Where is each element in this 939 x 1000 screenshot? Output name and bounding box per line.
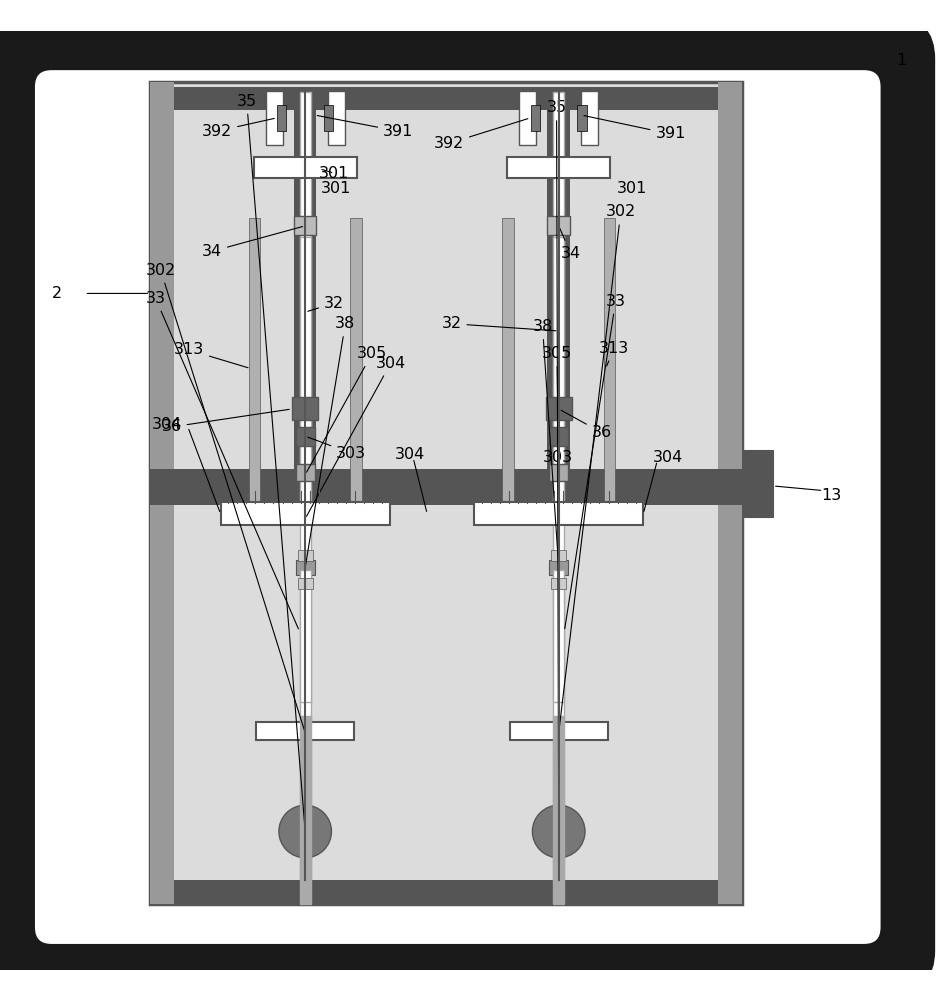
Bar — [547, 216, 570, 235]
Text: 36: 36 — [162, 409, 289, 434]
Text: 36: 36 — [562, 410, 611, 440]
Text: 35: 35 — [546, 100, 566, 829]
Text: 34: 34 — [202, 227, 302, 259]
Text: 35: 35 — [237, 94, 305, 829]
Bar — [502, 218, 514, 505]
Text: 32: 32 — [441, 316, 556, 331]
Text: 1: 1 — [897, 53, 907, 68]
Bar — [547, 87, 570, 505]
Bar — [277, 105, 286, 131]
Text: 313: 313 — [599, 341, 629, 366]
Bar — [549, 560, 568, 575]
Text: 304: 304 — [653, 450, 683, 465]
Bar — [350, 218, 362, 505]
Bar — [474, 502, 643, 525]
Bar — [549, 427, 568, 446]
Text: 304: 304 — [152, 417, 182, 432]
Text: 301: 301 — [319, 166, 349, 181]
Text: 313: 313 — [174, 342, 248, 368]
Bar — [300, 716, 311, 904]
Bar — [549, 464, 568, 481]
Circle shape — [532, 805, 585, 858]
Text: 392: 392 — [202, 118, 274, 139]
Bar — [324, 105, 333, 131]
Bar — [507, 157, 610, 178]
Text: 302: 302 — [146, 263, 304, 730]
Bar — [254, 157, 357, 178]
Bar — [300, 237, 311, 467]
Text: 13: 13 — [822, 488, 842, 503]
Text: 301: 301 — [617, 181, 647, 196]
Bar — [581, 91, 598, 145]
Bar — [292, 397, 318, 420]
Bar — [298, 578, 313, 589]
Bar — [551, 550, 566, 561]
Text: 2: 2 — [52, 286, 62, 301]
Bar — [745, 451, 773, 517]
Bar — [531, 105, 540, 131]
Text: 38: 38 — [532, 319, 559, 565]
Bar — [266, 91, 283, 145]
Bar — [221, 502, 390, 525]
Text: 301: 301 — [321, 181, 351, 196]
Bar — [296, 560, 315, 575]
Bar — [519, 91, 536, 145]
Text: 305: 305 — [306, 346, 387, 472]
Bar — [256, 722, 354, 740]
Bar — [150, 82, 174, 904]
Bar — [328, 91, 345, 145]
Bar — [604, 218, 615, 505]
Bar — [551, 578, 566, 589]
Bar — [298, 550, 313, 561]
Bar — [150, 469, 742, 505]
Bar — [553, 570, 564, 702]
Bar — [300, 92, 311, 880]
Text: 391: 391 — [317, 116, 413, 139]
Text: 32: 32 — [308, 296, 344, 311]
Bar — [150, 82, 742, 904]
Text: 38: 38 — [305, 316, 356, 565]
Text: 305: 305 — [542, 346, 572, 472]
Text: 303: 303 — [308, 437, 366, 461]
Bar — [150, 880, 742, 904]
Text: 33: 33 — [564, 294, 625, 629]
Text: 391: 391 — [584, 116, 685, 141]
Bar — [249, 218, 260, 505]
Circle shape — [279, 805, 331, 858]
Bar — [546, 397, 572, 420]
Bar — [300, 570, 311, 702]
Bar — [294, 216, 316, 235]
Text: 33: 33 — [146, 291, 299, 629]
Bar — [294, 87, 316, 505]
FancyBboxPatch shape — [33, 68, 883, 946]
Text: 304: 304 — [306, 356, 406, 516]
Text: 392: 392 — [434, 119, 528, 151]
Bar — [150, 87, 742, 110]
Bar — [718, 82, 742, 904]
Bar — [510, 722, 608, 740]
Bar — [553, 716, 564, 904]
Bar — [577, 105, 587, 131]
Bar — [553, 237, 564, 467]
Bar — [553, 92, 564, 880]
Text: 304: 304 — [394, 447, 424, 462]
Text: 34: 34 — [560, 228, 580, 261]
FancyBboxPatch shape — [0, 21, 930, 988]
Text: 302: 302 — [559, 204, 636, 730]
Text: 303: 303 — [543, 439, 573, 465]
Bar — [296, 464, 315, 481]
Bar — [296, 427, 315, 446]
